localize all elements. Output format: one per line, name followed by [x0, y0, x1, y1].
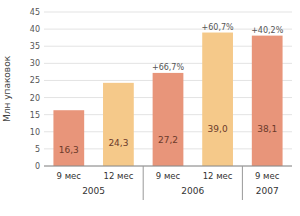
- data-label: 27,2: [158, 135, 178, 145]
- bars: [53, 33, 282, 166]
- annotation: +40,2%: [251, 26, 284, 35]
- grid: [44, 12, 292, 166]
- y-tick-label: 15: [30, 111, 40, 120]
- y-tick-label: 30: [30, 59, 40, 68]
- x-tick-label: 9 мес: [57, 171, 82, 181]
- y-tick-label: 20: [30, 94, 40, 103]
- y-tick-label: 10: [30, 128, 40, 137]
- data-label: 16,3: [59, 145, 79, 155]
- y-tick-label: 35: [30, 42, 40, 51]
- grid-line: [44, 166, 292, 167]
- data-label: 24,3: [108, 138, 128, 148]
- x-tick-label: 9 мес: [255, 171, 280, 181]
- y-tick-label: 5: [35, 145, 40, 154]
- group-label: 2005: [82, 186, 105, 196]
- group-label: 2006: [181, 186, 204, 196]
- y-tick-label: 45: [30, 8, 40, 17]
- bar: [202, 33, 233, 166]
- y-tick-label: 0: [35, 162, 40, 171]
- grid-line: [44, 12, 292, 13]
- data-label: 39,0: [208, 124, 228, 134]
- chart-container: 0 5 10 15 20 25 30 35 40 45 Млн упаковок 16,3 24,3 27…: [0, 0, 300, 216]
- chart: 0 5 10 15 20 25 30 35 40 45 Млн упаковок 16,3 24,3 27…: [0, 0, 300, 216]
- x-tick-label: 9 мес: [156, 171, 181, 181]
- y-tick-label: 40: [30, 25, 40, 34]
- annotation: +60,7%: [202, 23, 235, 32]
- group-separator: [242, 166, 243, 200]
- y-tick-label: 25: [30, 76, 40, 85]
- group-separator: [143, 166, 144, 200]
- x-axis-line: [44, 166, 292, 167]
- x-tick-label: 12 мес: [103, 171, 133, 181]
- bar: [252, 36, 283, 166]
- annotation: +66,7%: [152, 63, 185, 72]
- x-tick-label: 12 мес: [203, 171, 233, 181]
- bar: [153, 73, 184, 166]
- bar: [103, 83, 134, 166]
- group-label: 2007: [256, 186, 279, 196]
- y-axis-label: Млн упаковок: [2, 55, 12, 122]
- data-label: 38,1: [257, 124, 277, 134]
- bar: [53, 110, 84, 166]
